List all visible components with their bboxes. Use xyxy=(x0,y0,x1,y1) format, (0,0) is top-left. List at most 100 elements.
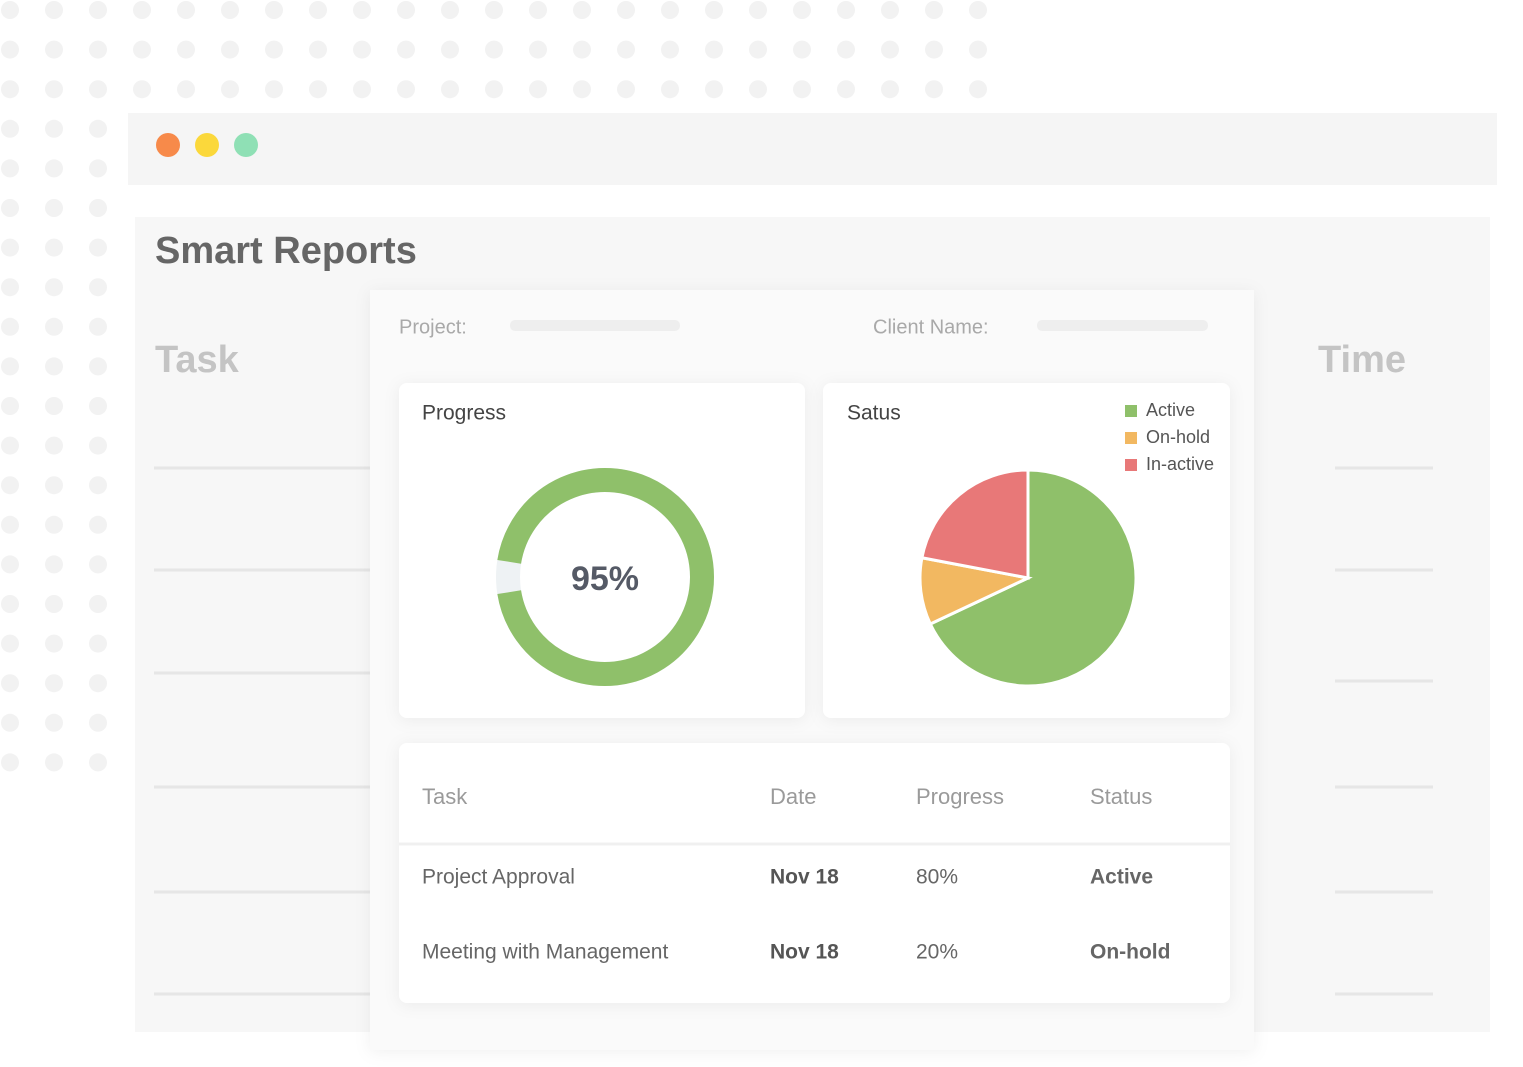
dot xyxy=(89,436,107,455)
dot xyxy=(89,278,107,297)
dot xyxy=(133,80,151,99)
bg-column: Time xyxy=(1318,339,1406,381)
dot xyxy=(265,1,283,19)
dot xyxy=(89,317,107,336)
bg-lines xyxy=(154,466,1433,996)
dot-pattern xyxy=(1,1,987,772)
dot xyxy=(881,40,899,59)
dot xyxy=(353,40,371,59)
table-header: Progress xyxy=(916,784,1004,809)
dot xyxy=(89,1,107,19)
dot xyxy=(89,476,107,495)
dot xyxy=(89,199,107,217)
table-cell: Nov 18 xyxy=(770,866,839,889)
dot xyxy=(529,80,547,99)
dot xyxy=(705,1,723,19)
table-cell: Meeting with Management xyxy=(422,941,668,964)
window-dot[interactable] xyxy=(195,133,219,157)
dot xyxy=(45,357,63,376)
legend-swatch xyxy=(1125,432,1137,444)
dot xyxy=(45,278,63,297)
dot xyxy=(89,634,107,653)
legend-swatch xyxy=(1125,405,1137,417)
dot xyxy=(1,674,19,693)
dot xyxy=(45,40,63,59)
dot xyxy=(1,317,19,336)
dot xyxy=(441,80,459,99)
legend-label: Active xyxy=(1146,400,1195,420)
dot xyxy=(837,40,855,59)
dot xyxy=(617,40,635,59)
dot xyxy=(1,436,19,455)
dot xyxy=(1,278,19,297)
table-cell: Active xyxy=(1090,866,1153,889)
dot xyxy=(705,80,723,99)
dot xyxy=(573,1,591,19)
dot xyxy=(353,1,371,19)
dot xyxy=(45,80,63,99)
dot xyxy=(309,80,327,99)
dot xyxy=(705,40,723,59)
dot xyxy=(485,80,503,99)
dot xyxy=(925,1,943,19)
dot xyxy=(969,1,987,19)
dot xyxy=(45,1,63,19)
dot xyxy=(89,80,107,99)
dot xyxy=(45,634,63,653)
table: Task Date Progress Status Project Approval No… xyxy=(422,784,1170,964)
dot xyxy=(1,753,19,772)
dot xyxy=(89,40,107,59)
dot xyxy=(265,40,283,59)
dot xyxy=(485,1,503,19)
filter-label: Project: xyxy=(399,316,467,338)
progress-card xyxy=(399,383,805,718)
window-dot[interactable] xyxy=(234,133,258,157)
page-title: Smart Reports xyxy=(155,230,417,272)
dot xyxy=(837,1,855,19)
dot xyxy=(661,40,679,59)
dot xyxy=(617,80,635,99)
dot xyxy=(221,40,239,59)
dot xyxy=(661,1,679,19)
dot xyxy=(925,80,943,99)
dot xyxy=(529,40,547,59)
window-dot[interactable] xyxy=(156,133,180,157)
dot xyxy=(309,1,327,19)
dot xyxy=(177,1,195,19)
pie-slice xyxy=(928,468,1138,688)
donut-arc xyxy=(497,468,714,686)
table-cell: 80% xyxy=(916,866,958,889)
dot xyxy=(441,1,459,19)
dot xyxy=(353,80,371,99)
dot xyxy=(925,40,943,59)
filter-input[interactable] xyxy=(1037,320,1208,331)
dot xyxy=(89,159,107,178)
dot xyxy=(749,40,767,59)
dot xyxy=(89,595,107,613)
dot xyxy=(1,119,19,138)
dot xyxy=(749,1,767,19)
dot xyxy=(133,1,151,19)
legend-label: On-hold xyxy=(1146,427,1210,447)
dot xyxy=(221,1,239,19)
dot xyxy=(1,1,19,19)
filter-input[interactable] xyxy=(510,320,680,331)
dot xyxy=(397,1,415,19)
dot xyxy=(89,357,107,376)
dot xyxy=(265,80,283,99)
dot xyxy=(1,357,19,376)
card-title: Progress xyxy=(422,402,506,425)
dot xyxy=(397,40,415,59)
dot xyxy=(881,1,899,19)
pie-slice xyxy=(920,468,1030,580)
dot xyxy=(969,80,987,99)
dot xyxy=(89,397,107,415)
dot xyxy=(573,40,591,59)
donut-label: 95% xyxy=(571,560,639,598)
dot xyxy=(45,476,63,495)
dot xyxy=(969,40,987,59)
dot xyxy=(661,80,679,99)
dot xyxy=(45,595,63,613)
